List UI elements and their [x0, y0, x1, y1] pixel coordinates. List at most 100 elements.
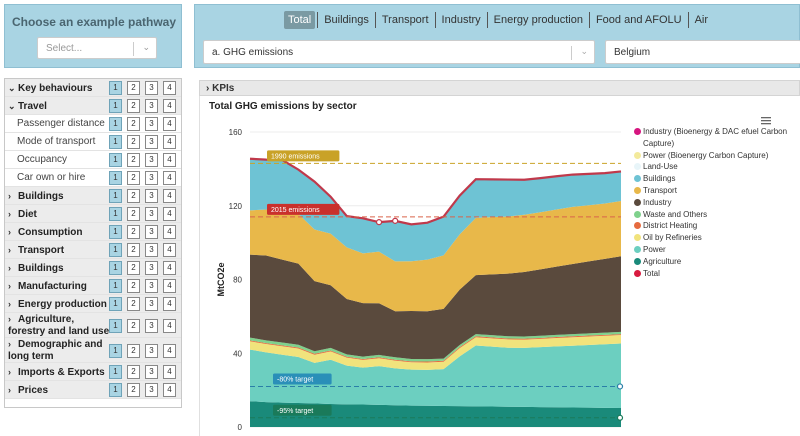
chevron-down-icon[interactable]: ⌄ [8, 101, 16, 111]
tab-energy-production[interactable]: Energy production [493, 14, 583, 26]
legend-item[interactable]: District Heating [633, 220, 800, 232]
level-button-2[interactable]: 2 [127, 279, 140, 293]
chevron-right-icon[interactable]: › [8, 314, 11, 324]
level-button-1[interactable]: 1 [109, 365, 122, 379]
tab-industry[interactable]: Industry [441, 14, 481, 26]
level-button-3[interactable]: 3 [145, 365, 158, 379]
legend-item[interactable]: Oil by Refineries [633, 232, 800, 244]
level-button-4[interactable]: 4 [163, 279, 176, 293]
level-button-1[interactable]: 1 [109, 81, 122, 95]
lever-row[interactable]: › Consumption 1 2 3 4 [5, 223, 181, 241]
level-button-2[interactable]: 2 [127, 297, 140, 311]
lever-row[interactable]: › Energy production 1 2 3 4 [5, 295, 181, 313]
legend-item[interactable]: Agriculture [633, 256, 800, 268]
level-button-2[interactable]: 2 [127, 365, 140, 379]
level-button-3[interactable]: 3 [145, 225, 158, 239]
lever-row[interactable]: › Prices 1 2 3 4 [5, 381, 181, 399]
level-button-2[interactable]: 2 [127, 261, 140, 275]
lever-row[interactable]: › Transport 1 2 3 4 [5, 241, 181, 259]
lever-row[interactable]: › Buildings 1 2 3 4 [5, 187, 181, 205]
legend-item[interactable]: Buildings [633, 173, 800, 185]
level-button-2[interactable]: 2 [127, 225, 140, 239]
chevron-right-icon[interactable]: › [8, 367, 11, 377]
level-button-4[interactable]: 4 [163, 189, 176, 203]
level-button-4[interactable]: 4 [163, 297, 176, 311]
kpi-toggle[interactable]: › KPIs [199, 80, 800, 96]
level-button-4[interactable]: 4 [163, 225, 176, 239]
level-button-2[interactable]: 2 [127, 171, 140, 185]
level-button-3[interactable]: 3 [145, 117, 158, 131]
level-button-1[interactable]: 1 [109, 243, 122, 257]
level-button-2[interactable]: 2 [127, 99, 140, 113]
level-button-4[interactable]: 4 [163, 99, 176, 113]
level-button-1[interactable]: 1 [109, 383, 122, 397]
level-button-3[interactable]: 3 [145, 135, 158, 149]
tab-transport[interactable]: Transport [381, 14, 429, 26]
level-button-2[interactable]: 2 [127, 207, 140, 221]
legend-item[interactable]: Industry [633, 197, 800, 209]
lever-row[interactable]: › Buildings 1 2 3 4 [5, 259, 181, 277]
lever-row[interactable]: ⌄ Travel 1 2 3 4 [5, 97, 181, 115]
lever-row[interactable]: › Demographic and long term 1 2 3 4 [5, 338, 181, 363]
tab-food-and-afolu[interactable]: Food and AFOLU [595, 14, 682, 26]
level-button-1[interactable]: 1 [109, 117, 122, 131]
level-button-3[interactable]: 3 [145, 207, 158, 221]
level-button-4[interactable]: 4 [163, 318, 176, 333]
chevron-right-icon[interactable]: › [8, 227, 11, 237]
chevron-right-icon[interactable]: › [8, 209, 11, 219]
level-button-2[interactable]: 2 [127, 318, 140, 333]
menu-icon[interactable] [761, 117, 771, 125]
legend-item[interactable]: Land-Use [633, 161, 800, 173]
level-button-1[interactable]: 1 [109, 135, 122, 149]
level-button-4[interactable]: 4 [163, 207, 176, 221]
chevron-down-icon[interactable]: ⌄ [8, 83, 16, 93]
level-button-2[interactable]: 2 [127, 243, 140, 257]
level-button-2[interactable]: 2 [127, 81, 140, 95]
level-button-3[interactable]: 3 [145, 189, 158, 203]
level-button-3[interactable]: 3 [145, 297, 158, 311]
level-button-3[interactable]: 3 [145, 318, 158, 333]
tab-buildings[interactable]: Buildings [324, 14, 369, 26]
country-select[interactable]: Belgium [605, 40, 800, 64]
level-button-1[interactable]: 1 [109, 297, 122, 311]
chevron-right-icon[interactable]: › [8, 299, 11, 309]
level-button-3[interactable]: 3 [145, 81, 158, 95]
level-button-1[interactable]: 1 [109, 153, 122, 167]
chevron-right-icon[interactable]: › [8, 385, 11, 395]
lever-row[interactable]: › Manufacturing 1 2 3 4 [5, 277, 181, 295]
level-button-4[interactable]: 4 [163, 153, 176, 167]
level-button-4[interactable]: 4 [163, 117, 176, 131]
chevron-right-icon[interactable]: › [8, 191, 11, 201]
lever-row[interactable]: Occupancy 1 2 3 4 [5, 151, 181, 169]
level-button-4[interactable]: 4 [163, 135, 176, 149]
lever-row[interactable]: › Imports & Exports 1 2 3 4 [5, 363, 181, 381]
level-button-1[interactable]: 1 [109, 343, 122, 358]
level-button-3[interactable]: 3 [145, 383, 158, 397]
level-button-1[interactable]: 1 [109, 318, 122, 333]
chevron-right-icon[interactable]: › [8, 339, 11, 349]
level-button-1[interactable]: 1 [109, 279, 122, 293]
level-button-4[interactable]: 4 [163, 383, 176, 397]
level-button-4[interactable]: 4 [163, 365, 176, 379]
metric-select[interactable]: a. GHG emissions ⌄ [203, 40, 595, 64]
level-button-1[interactable]: 1 [109, 189, 122, 203]
lever-row[interactable]: ⌄ Key behaviours 1 2 3 4 [5, 79, 181, 97]
level-button-4[interactable]: 4 [163, 171, 176, 185]
level-button-3[interactable]: 3 [145, 261, 158, 275]
legend-item[interactable]: Industry (Bioenergy & DAC efuel Carbon C… [633, 126, 800, 150]
level-button-4[interactable]: 4 [163, 81, 176, 95]
legend-item[interactable]: Transport [633, 185, 800, 197]
level-button-3[interactable]: 3 [145, 171, 158, 185]
lever-row[interactable]: ›Agriculture, forestry and land use (AFO… [5, 313, 181, 349]
legend-item[interactable]: Waste and Others [633, 209, 800, 221]
legend-item[interactable]: Total [633, 268, 800, 280]
level-button-2[interactable]: 2 [127, 117, 140, 131]
level-button-2[interactable]: 2 [127, 135, 140, 149]
lever-row[interactable]: Passenger distance 1 2 3 4 [5, 115, 181, 133]
level-button-1[interactable]: 1 [109, 171, 122, 185]
level-button-4[interactable]: 4 [163, 243, 176, 257]
tab-total[interactable]: Total [283, 11, 316, 29]
level-button-1[interactable]: 1 [109, 99, 122, 113]
level-button-2[interactable]: 2 [127, 153, 140, 167]
level-button-2[interactable]: 2 [127, 383, 140, 397]
